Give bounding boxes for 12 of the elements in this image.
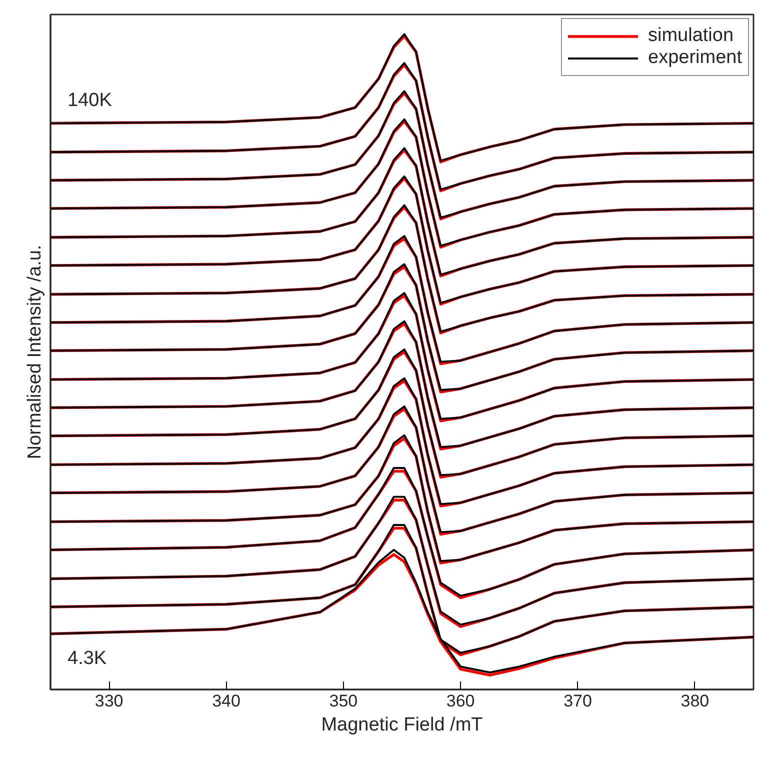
y-axis-title: Normalised Intensity /a.u. [24, 244, 46, 460]
legend-label: simulation [648, 25, 734, 47]
x-tick-label: 330 [94, 692, 124, 710]
x-tick-label: 340 [212, 692, 240, 710]
annotation: 4.3K [68, 648, 107, 669]
x-tick-label: 370 [564, 692, 592, 710]
x-tick-label: 360 [446, 692, 475, 710]
x-tick-label: 350 [329, 692, 358, 710]
x-tick-label: 380 [680, 692, 710, 710]
x-axis-title: Magnetic Field /mT [321, 714, 484, 736]
legend-label: experiment [648, 47, 742, 69]
annotation: 140K [68, 90, 112, 111]
